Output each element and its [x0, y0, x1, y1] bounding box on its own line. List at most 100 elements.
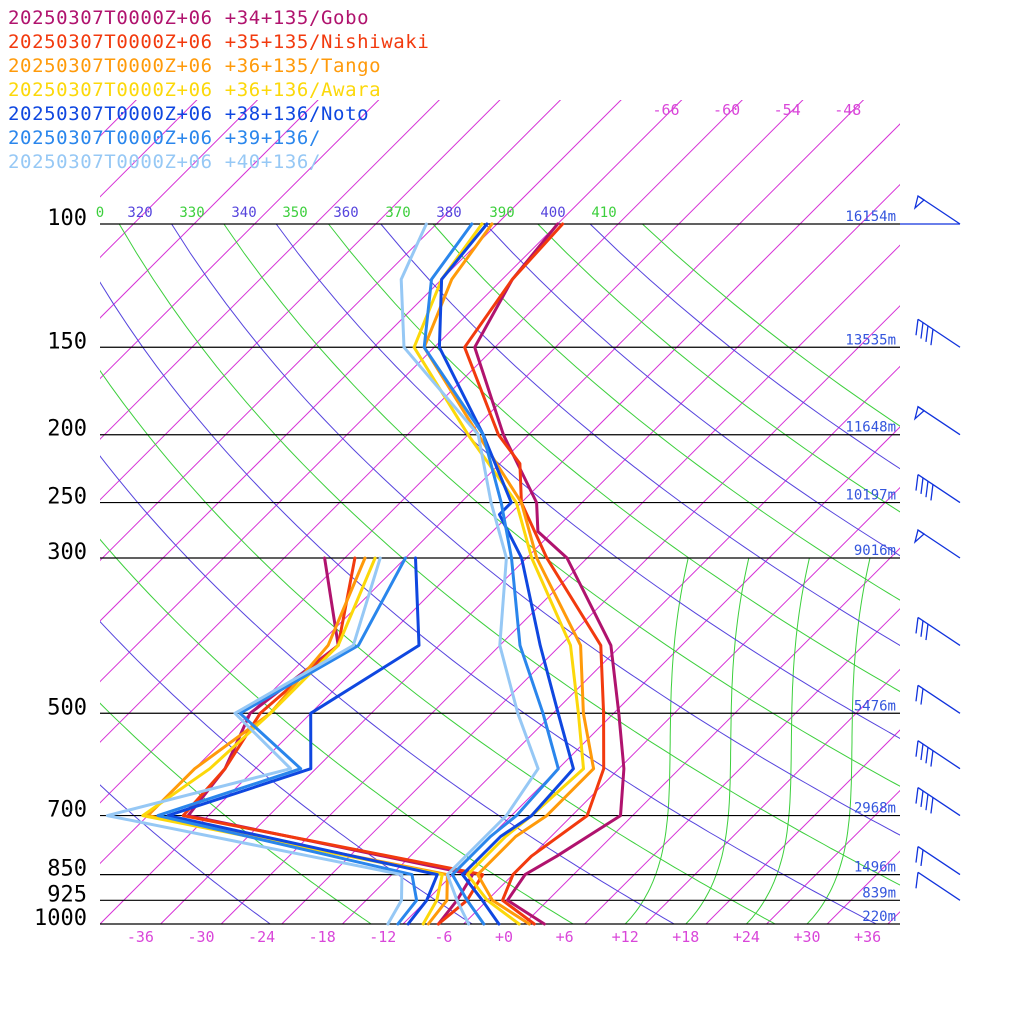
- theta-line: [223, 223, 900, 787]
- moist-adiabat-line: [746, 557, 810, 924]
- isobar-grid: [100, 223, 960, 925]
- isotherm-line: [281, 305, 900, 924]
- height-label: 5476m: [854, 698, 896, 714]
- temperature-tick-label: -36: [127, 928, 154, 946]
- isotherm-line: [948, 69, 1024, 924]
- wind-barb-tick: [915, 685, 919, 702]
- profile-series: [105, 222, 626, 926]
- wind-barb-flag: [913, 405, 926, 421]
- wind-barb-tick: [930, 329, 934, 346]
- theta-label: 370: [385, 205, 410, 221]
- legend-entry: 20250307T0000Z+06 +40+136/: [8, 151, 321, 173]
- moist-adiabat-line: [806, 557, 871, 924]
- isotherm-line: [100, 100, 440, 440]
- isotherm-line: [220, 244, 900, 924]
- legend-entry: 20250307T0000Z+06 +38+136/Noto: [8, 103, 369, 125]
- isotherm-line: [100, 100, 622, 622]
- height-label: 10197m: [845, 488, 896, 504]
- height-label: 16154m: [845, 209, 896, 225]
- legend-entry: 20250307T0000Z+06 +39+136/: [8, 127, 321, 149]
- theta-label: 400: [540, 205, 565, 221]
- isotherm-line: [0, 69, 46, 924]
- isotherm-line: [100, 100, 804, 804]
- theta-e-lines: [624, 557, 871, 924]
- wind-barb-staff: [917, 406, 961, 436]
- isotherm-line: [100, 100, 562, 562]
- wind-barb-staff: [917, 740, 961, 770]
- height-label: 11648m: [845, 420, 896, 436]
- temperature-series-line: [473, 222, 626, 926]
- wind-barb-tick: [925, 325, 929, 342]
- theta-line: [537, 223, 900, 513]
- theta-line: [589, 223, 900, 470]
- temperature-tick-label: +12: [612, 928, 639, 946]
- isotherm-line: [100, 100, 319, 319]
- dewpoint-series-line: [146, 556, 449, 926]
- legend: 20250307T0000Z+06 +34+135/Gobo20250307T0…: [8, 7, 429, 173]
- wind-barb-staff: [917, 318, 961, 348]
- temperature-tick-label: +18: [672, 928, 699, 946]
- wind-barb-staff: [917, 787, 961, 817]
- wind-barb-tick: [925, 794, 929, 811]
- wind-barb-tick: [925, 747, 929, 764]
- isotherm-line: [342, 365, 900, 924]
- pressure-label: 850: [47, 857, 87, 882]
- wind-barb-tick: [915, 787, 919, 804]
- isotherm-line: [100, 100, 198, 198]
- legend-entry: 20250307T0000Z+06 +36+135/Tango: [8, 55, 381, 77]
- theta-line: [100, 455, 675, 924]
- theta-line: [432, 223, 900, 601]
- pressure-label: 925: [47, 882, 87, 907]
- wind-barb: [915, 787, 961, 817]
- wind-barb-tick: [915, 617, 919, 634]
- theta-label: 360: [333, 205, 358, 221]
- wind-barb-tick: [920, 790, 924, 807]
- temperature-tick-label: -24: [248, 928, 275, 946]
- theta-line: [642, 223, 900, 427]
- pressure-label: 100: [47, 206, 87, 231]
- wind-barb-tick: [930, 484, 934, 501]
- isotherm-line: [100, 100, 683, 683]
- theta-label: 340: [231, 205, 256, 221]
- wind-barb: [915, 846, 961, 876]
- upper-temperature-label: -66: [652, 101, 679, 119]
- wind-barb-tick: [930, 750, 934, 767]
- wind-barb: [915, 740, 961, 770]
- wind-barb-tick: [915, 846, 919, 863]
- pressure-label: 250: [47, 485, 87, 510]
- temperature-tick-label: +36: [854, 928, 881, 946]
- wind-barb-tick: [920, 688, 924, 705]
- temperature-series-line: [422, 222, 560, 926]
- isotherm-line: [523, 547, 900, 924]
- height-label: 13535m: [845, 332, 896, 348]
- isotherm-grid: [0, 69, 1024, 924]
- wind-barb-staff: [917, 474, 961, 504]
- wind-barb: [913, 528, 961, 559]
- legend-entry: 20250307T0000Z+06 +35+135/Nishiwaki: [8, 31, 429, 53]
- isotherm-line: [100, 100, 743, 743]
- isotherm-line: [100, 100, 501, 501]
- isotherm-line: [463, 486, 900, 924]
- wind-barb-staff: [917, 195, 961, 225]
- temperature-tick-label: +0: [495, 928, 513, 946]
- wind-barb-tick: [915, 319, 919, 336]
- wind-barbs: [913, 194, 961, 901]
- wind-barb-staff: [917, 616, 961, 646]
- isotherm-line: [100, 100, 380, 380]
- temperature-series-line: [463, 222, 606, 926]
- isotherm-line: [584, 608, 900, 924]
- legend-entry: 20250307T0000Z+06 +36+136/Awara: [8, 79, 381, 101]
- isotherm-line: [1009, 69, 1024, 924]
- theta-line: [171, 223, 900, 836]
- temperature-tick-label: -18: [309, 928, 336, 946]
- pressure-label: 200: [47, 417, 87, 442]
- dewpoint-series-line: [166, 556, 439, 926]
- wind-barb-tick: [915, 872, 919, 889]
- theta-label: 0: [96, 205, 104, 221]
- pressure-label: 300: [47, 540, 87, 565]
- isotherm-line: [160, 183, 900, 924]
- dewpoint-series-line: [105, 556, 404, 926]
- upper-temperature-label: -60: [713, 101, 740, 119]
- pressure-label: 150: [47, 329, 87, 354]
